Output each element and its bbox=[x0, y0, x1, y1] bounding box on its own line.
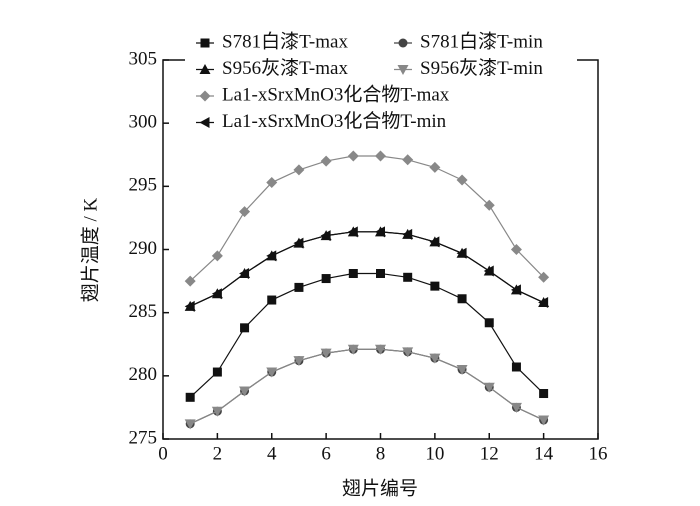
legend-marker bbox=[200, 38, 210, 48]
marker bbox=[320, 348, 332, 359]
x-axis-label: 翅片编号 bbox=[342, 477, 418, 499]
legend-marker bbox=[397, 65, 409, 75]
legend-marker bbox=[199, 90, 211, 102]
marker bbox=[484, 318, 494, 328]
legend-label: S956灰漆T-min bbox=[420, 57, 543, 79]
marker bbox=[483, 199, 495, 211]
legend-marker bbox=[398, 38, 408, 48]
marker bbox=[320, 230, 331, 242]
x-tick-label: 14 bbox=[534, 443, 554, 464]
marker bbox=[430, 281, 440, 291]
marker bbox=[457, 294, 467, 304]
marker bbox=[239, 268, 250, 280]
marker bbox=[211, 406, 223, 417]
y-tick-label: 290 bbox=[129, 238, 158, 259]
marker bbox=[211, 288, 222, 300]
marker bbox=[320, 155, 332, 167]
marker bbox=[266, 250, 277, 262]
marker bbox=[456, 174, 468, 186]
marker bbox=[212, 367, 222, 377]
x-tick-label: 4 bbox=[267, 443, 277, 464]
marker bbox=[347, 344, 359, 355]
series-line bbox=[189, 272, 545, 398]
marker bbox=[538, 271, 550, 283]
marker bbox=[429, 353, 441, 364]
marker bbox=[239, 206, 251, 218]
x-tick-label: 12 bbox=[480, 443, 499, 464]
marker bbox=[511, 362, 521, 372]
y-tick-label: 295 bbox=[129, 175, 158, 196]
legend-background bbox=[185, 28, 577, 136]
x-tick-label: 10 bbox=[425, 443, 444, 464]
marker bbox=[375, 226, 385, 238]
marker bbox=[510, 402, 522, 413]
marker bbox=[211, 250, 223, 262]
marker bbox=[510, 244, 522, 255]
marker bbox=[403, 272, 413, 282]
legend-label: S781白漆T-min bbox=[420, 30, 543, 52]
marker bbox=[321, 274, 331, 284]
x-tick-label: 6 bbox=[321, 443, 331, 464]
marker bbox=[456, 247, 467, 259]
y-tick-label: 275 bbox=[129, 427, 158, 448]
marker bbox=[267, 295, 277, 305]
legend-label: S956灰漆T-max bbox=[222, 57, 348, 79]
marker bbox=[376, 269, 385, 279]
marker bbox=[375, 344, 386, 355]
marker bbox=[184, 275, 196, 287]
marker bbox=[538, 415, 550, 426]
marker bbox=[185, 392, 195, 402]
marker bbox=[240, 323, 250, 333]
marker bbox=[402, 347, 414, 358]
marker bbox=[510, 284, 521, 296]
marker bbox=[429, 236, 440, 248]
series-line bbox=[189, 155, 545, 282]
marker bbox=[293, 356, 305, 367]
legend-marker bbox=[199, 64, 211, 74]
marker bbox=[239, 386, 251, 397]
marker bbox=[184, 419, 196, 430]
y-tick-label: 280 bbox=[129, 364, 158, 385]
marker bbox=[402, 228, 413, 240]
marker bbox=[347, 226, 358, 238]
marker bbox=[347, 150, 359, 162]
marker bbox=[483, 382, 495, 393]
legend-label: S781白漆T-max bbox=[222, 30, 348, 52]
marker bbox=[184, 300, 195, 312]
x-tick-label: 8 bbox=[376, 443, 386, 464]
marker bbox=[294, 282, 304, 292]
marker bbox=[266, 367, 278, 378]
marker bbox=[402, 154, 414, 166]
legend-label: La1-xSrxMnO3化合物T-max bbox=[222, 83, 450, 105]
marker bbox=[456, 365, 468, 376]
legend-marker bbox=[199, 117, 210, 128]
marker bbox=[293, 237, 304, 249]
y-axis-label: 翅片温度 / K bbox=[79, 197, 101, 302]
marker bbox=[266, 177, 278, 189]
marker bbox=[293, 164, 305, 176]
legend: S781白漆T-max S781白漆T-min S956灰漆T-max S956灰漆T… bbox=[185, 28, 577, 136]
legend-label: La1-xSrxMnO3化合物T-min bbox=[222, 110, 447, 132]
x-tick-label: 2 bbox=[213, 443, 223, 464]
marker bbox=[348, 269, 358, 279]
marker bbox=[538, 297, 549, 309]
x-tick-label: 0 bbox=[158, 443, 168, 464]
marker bbox=[429, 161, 441, 173]
series-line bbox=[189, 231, 544, 307]
marker bbox=[539, 389, 549, 399]
y-tick-label: 305 bbox=[129, 48, 158, 69]
marker bbox=[375, 150, 386, 162]
x-tick-label: 16 bbox=[589, 443, 608, 464]
y-tick-label: 285 bbox=[129, 301, 158, 322]
marker bbox=[483, 265, 494, 277]
y-tick-label: 300 bbox=[129, 112, 158, 133]
